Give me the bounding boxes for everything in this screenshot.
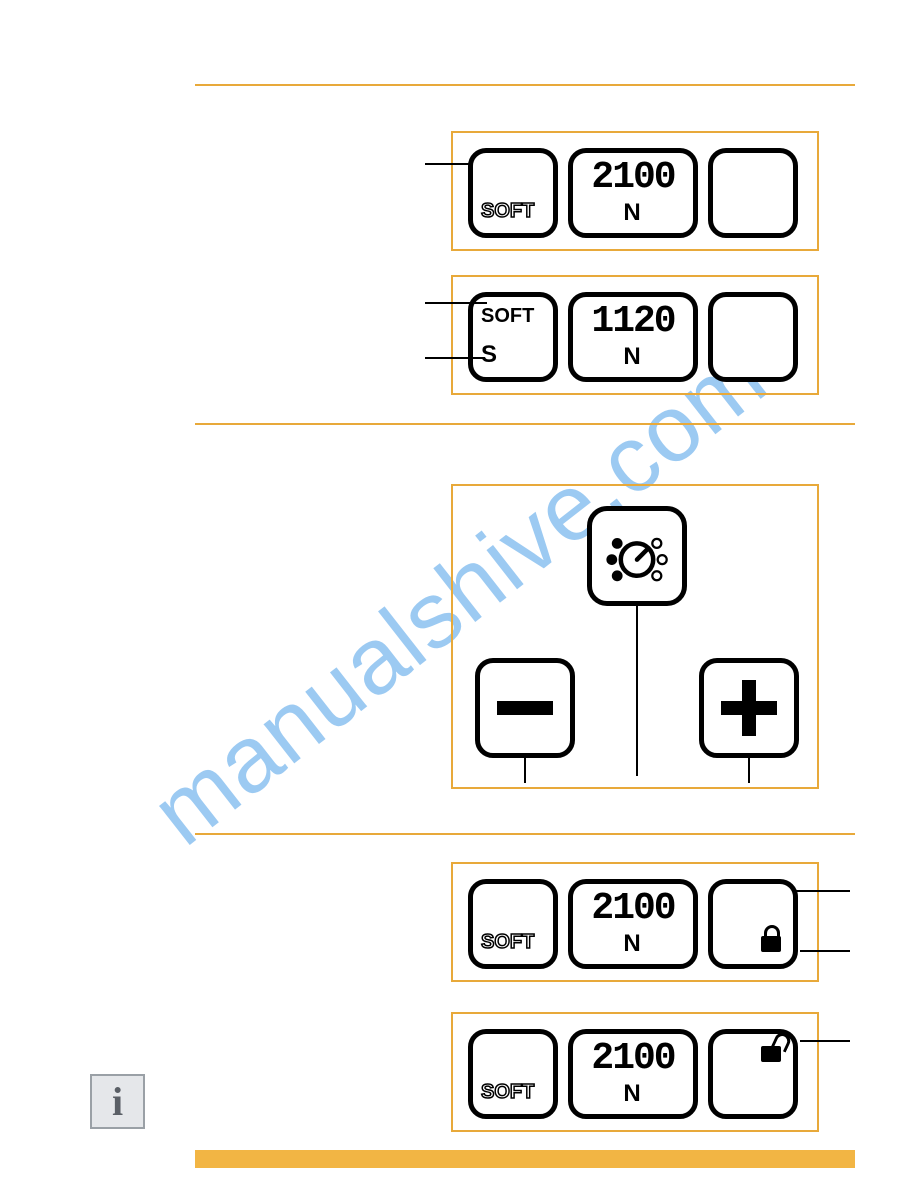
lock-module — [708, 879, 798, 969]
value-module: 1120 N — [568, 292, 698, 382]
soft-label: SOFT — [481, 1081, 534, 1104]
value-digits: 2100 — [591, 1040, 674, 1078]
timer-dial-module[interactable] — [587, 506, 687, 606]
value-unit: N — [623, 199, 642, 227]
leader-line — [425, 302, 487, 304]
value-module: 2100 N — [568, 1029, 698, 1119]
leader-line — [425, 357, 485, 359]
divider — [195, 84, 855, 86]
value-unit: N — [623, 1080, 642, 1108]
soft-module: SOFT — [468, 879, 558, 969]
leader-line — [800, 1040, 850, 1042]
leader-line — [795, 890, 850, 892]
leader-line — [636, 606, 638, 776]
lock-open-icon — [761, 1046, 781, 1062]
value-unit: N — [623, 930, 642, 958]
plus-button[interactable] — [699, 658, 799, 758]
value-unit: N — [623, 343, 642, 371]
selector-panel — [451, 484, 819, 789]
soft-module: SOFT — [468, 1029, 558, 1119]
minus-icon — [497, 701, 553, 715]
soft-label: SOFT — [481, 305, 534, 328]
value-digits: 1120 — [591, 303, 674, 341]
plus-icon — [721, 680, 777, 736]
lcd-panel-2: SOFT S 1120 N — [451, 275, 819, 395]
value-digits: 2100 — [591, 890, 674, 928]
aux-module — [708, 148, 798, 238]
lcd-panel-3: SOFT 2100 N — [451, 862, 819, 982]
info-box: i — [90, 1074, 145, 1129]
soft-label: SOFT — [481, 200, 534, 223]
lcd-panel-1: SOFT 2100 N — [451, 131, 819, 251]
page: manualshive.com SOFT 2100 N SOFT S — [0, 0, 918, 1188]
aux-module — [708, 292, 798, 382]
info-icon: i — [112, 1078, 123, 1125]
soft-module: SOFT — [468, 148, 558, 238]
lcd-panel-4: SOFT 2100 N — [451, 1012, 819, 1132]
lock-closed-icon — [761, 936, 781, 952]
divider — [195, 833, 855, 835]
divider — [195, 423, 855, 425]
leader-line — [425, 163, 473, 165]
leader-line — [524, 758, 526, 783]
minus-button[interactable] — [475, 658, 575, 758]
footer-bar — [195, 1150, 855, 1168]
value-digits: 2100 — [591, 159, 674, 197]
lock-module — [708, 1029, 798, 1119]
soft-module: SOFT S — [468, 292, 558, 382]
leader-line — [800, 950, 850, 952]
value-module: 2100 N — [568, 879, 698, 969]
s-label: S — [481, 341, 497, 369]
value-module: 2100 N — [568, 148, 698, 238]
soft-label: SOFT — [481, 931, 534, 954]
leader-line — [748, 758, 750, 783]
